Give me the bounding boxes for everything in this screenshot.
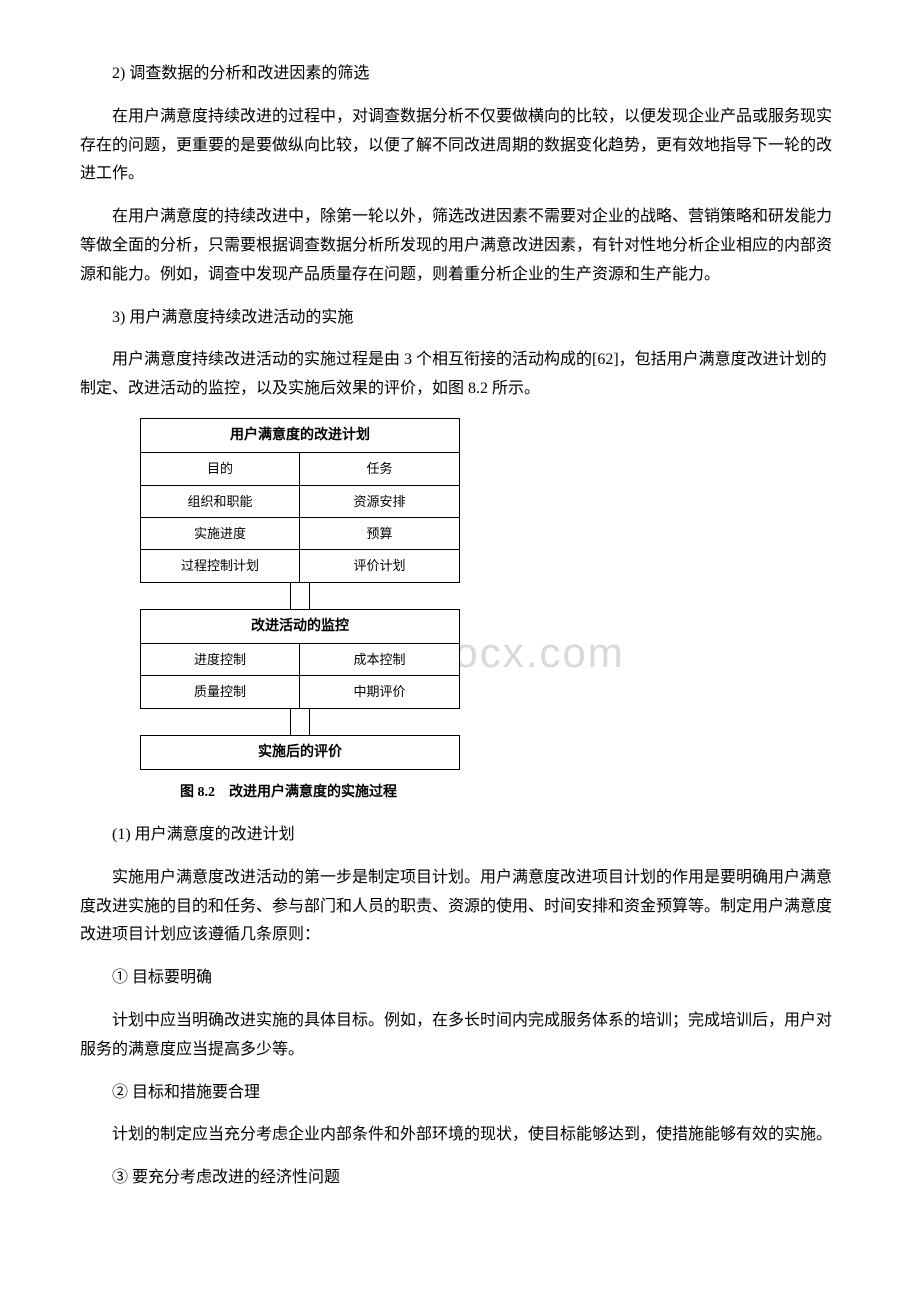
paragraph: 计划的制定应当充分考虑企业内部条件和外部环境的现状，使目标能够达到，使措施能够有… xyxy=(80,1121,840,1150)
block-title: 改进活动的监控 xyxy=(141,610,459,644)
paragraph: 用户满意度持续改进活动的实施过程是由 3 个相互衔接的活动构成的[62]，包括用… xyxy=(80,346,840,404)
diagram-block-evaluate: 实施后的评价 xyxy=(140,735,460,770)
table-cell: 评价计划 xyxy=(300,549,459,581)
table-cell: 成本控制 xyxy=(300,644,459,675)
block-title: 用户满意度的改进计划 xyxy=(141,419,459,453)
table-cell: 资源安排 xyxy=(300,485,459,517)
diagram-block-plan: 用户满意度的改进计划 目的 任务 组织和职能 资源安排 实施进度 预算 过程控制… xyxy=(140,418,460,583)
heading-item-3: 3) 用户满意度持续改进活动的实施 xyxy=(80,304,840,333)
table-cell: 预算 xyxy=(300,517,459,549)
table-cell: 过程控制计划 xyxy=(141,549,300,581)
table-cell: 实施进度 xyxy=(141,517,300,549)
list-item-1: ① 目标要明确 xyxy=(80,964,840,993)
table-cell: 任务 xyxy=(300,453,459,484)
block-title: 实施后的评价 xyxy=(141,736,459,769)
connector-arrow xyxy=(140,709,460,735)
table-cell: 目的 xyxy=(141,453,300,484)
connector-arrow xyxy=(140,583,460,609)
list-item-2: ② 目标和措施要合理 xyxy=(80,1079,840,1108)
document-body: 2) 调查数据的分析和改进因素的筛选 在用户满意度持续改进的过程中，对调查数据分… xyxy=(80,60,840,1193)
diagram-block-monitor: 改进活动的监控 进度控制 成本控制 质量控制 中期评价 xyxy=(140,609,460,709)
paragraph: 计划中应当明确改进实施的具体目标。例如，在多长时间内完成服务体系的培训；完成培训… xyxy=(80,1007,840,1065)
paragraph: 在用户满意度的持续改进中，除第一轮以外，筛选改进因素不需要对企业的战略、营销策略… xyxy=(80,203,840,289)
table-cell: 组织和职能 xyxy=(141,485,300,517)
table-cell: 质量控制 xyxy=(141,675,300,707)
list-item-3: ③ 要充分考虑改进的经济性问题 xyxy=(80,1164,840,1193)
paragraph: 在用户满意度持续改进的过程中，对调查数据分析不仅要做横向的比较，以便发现企业产品… xyxy=(80,103,840,189)
figure-caption: 图 8.2 改进用户满意度的实施过程 xyxy=(180,780,840,805)
heading-sub-1: (1) 用户满意度的改进计划 xyxy=(80,821,840,850)
table-cell: 进度控制 xyxy=(141,644,300,675)
table-cell: 中期评价 xyxy=(300,675,459,707)
heading-item-2: 2) 调查数据的分析和改进因素的筛选 xyxy=(80,60,840,89)
paragraph: 实施用户满意度改进活动的第一步是制定项目计划。用户满意度改进项目计划的作用是要明… xyxy=(80,864,840,950)
figure-8-2: 用户满意度的改进计划 目的 任务 组织和职能 资源安排 实施进度 预算 过程控制… xyxy=(140,418,460,770)
